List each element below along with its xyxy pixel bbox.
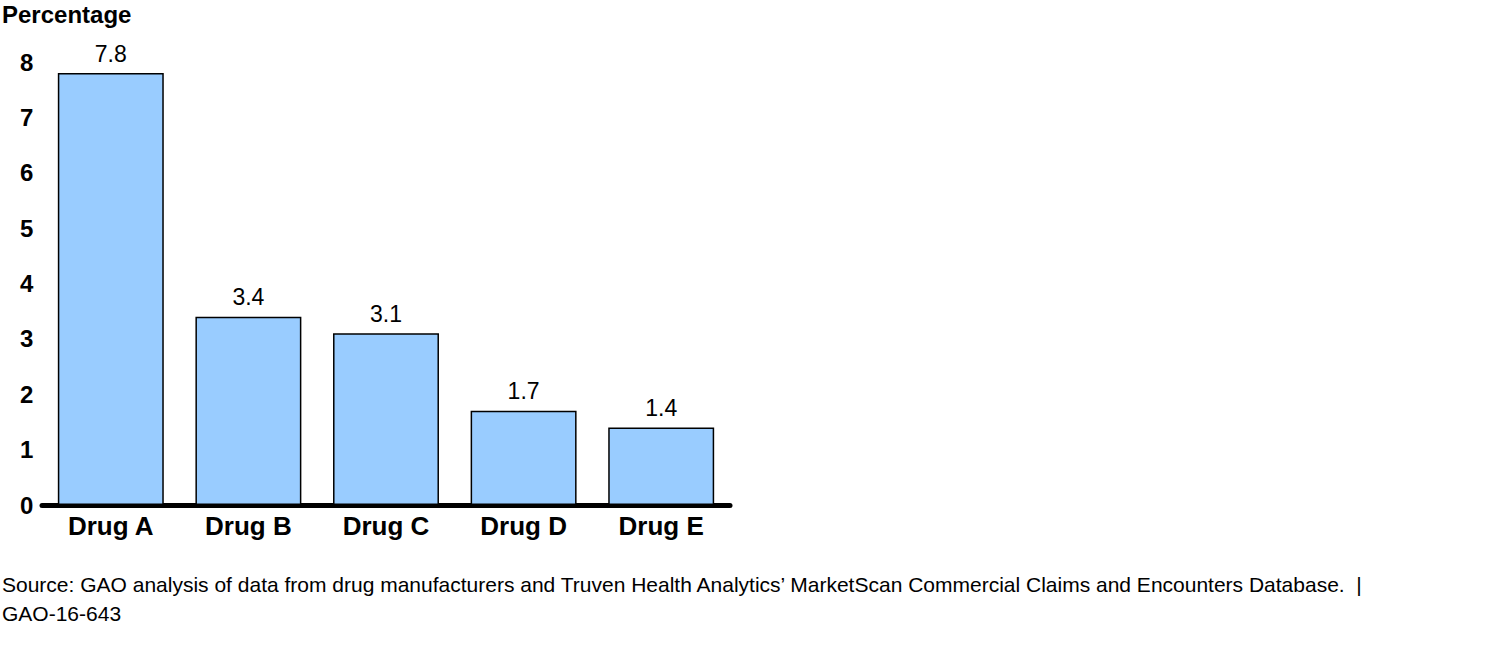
- svg-text:1: 1: [20, 436, 33, 463]
- svg-text:Source: GAO analysis of data f: Source: GAO analysis of data from drug m…: [2, 573, 1373, 596]
- svg-text:Drug B: Drug B: [205, 511, 292, 541]
- svg-text:1.4: 1.4: [645, 395, 677, 421]
- svg-text:Drug D: Drug D: [480, 511, 567, 541]
- svg-text:Drug C: Drug C: [343, 511, 430, 541]
- svg-text:2: 2: [20, 381, 33, 408]
- svg-text:4: 4: [20, 270, 34, 297]
- svg-text:0: 0: [20, 492, 33, 519]
- svg-text:5: 5: [20, 215, 33, 242]
- svg-text:GAO-16-643: GAO-16-643: [2, 602, 121, 625]
- svg-text:7.8: 7.8: [95, 41, 127, 67]
- svg-text:3.1: 3.1: [370, 301, 402, 327]
- svg-text:3.4: 3.4: [232, 284, 264, 310]
- svg-text:6: 6: [20, 159, 33, 186]
- svg-text:Drug E: Drug E: [619, 511, 704, 541]
- svg-text:8: 8: [20, 49, 33, 76]
- svg-text:7: 7: [20, 104, 33, 131]
- svg-text:Percentage: Percentage: [2, 1, 131, 28]
- svg-text:Drug A: Drug A: [68, 511, 154, 541]
- svg-text:3: 3: [20, 325, 33, 352]
- svg-text:1.7: 1.7: [508, 378, 540, 404]
